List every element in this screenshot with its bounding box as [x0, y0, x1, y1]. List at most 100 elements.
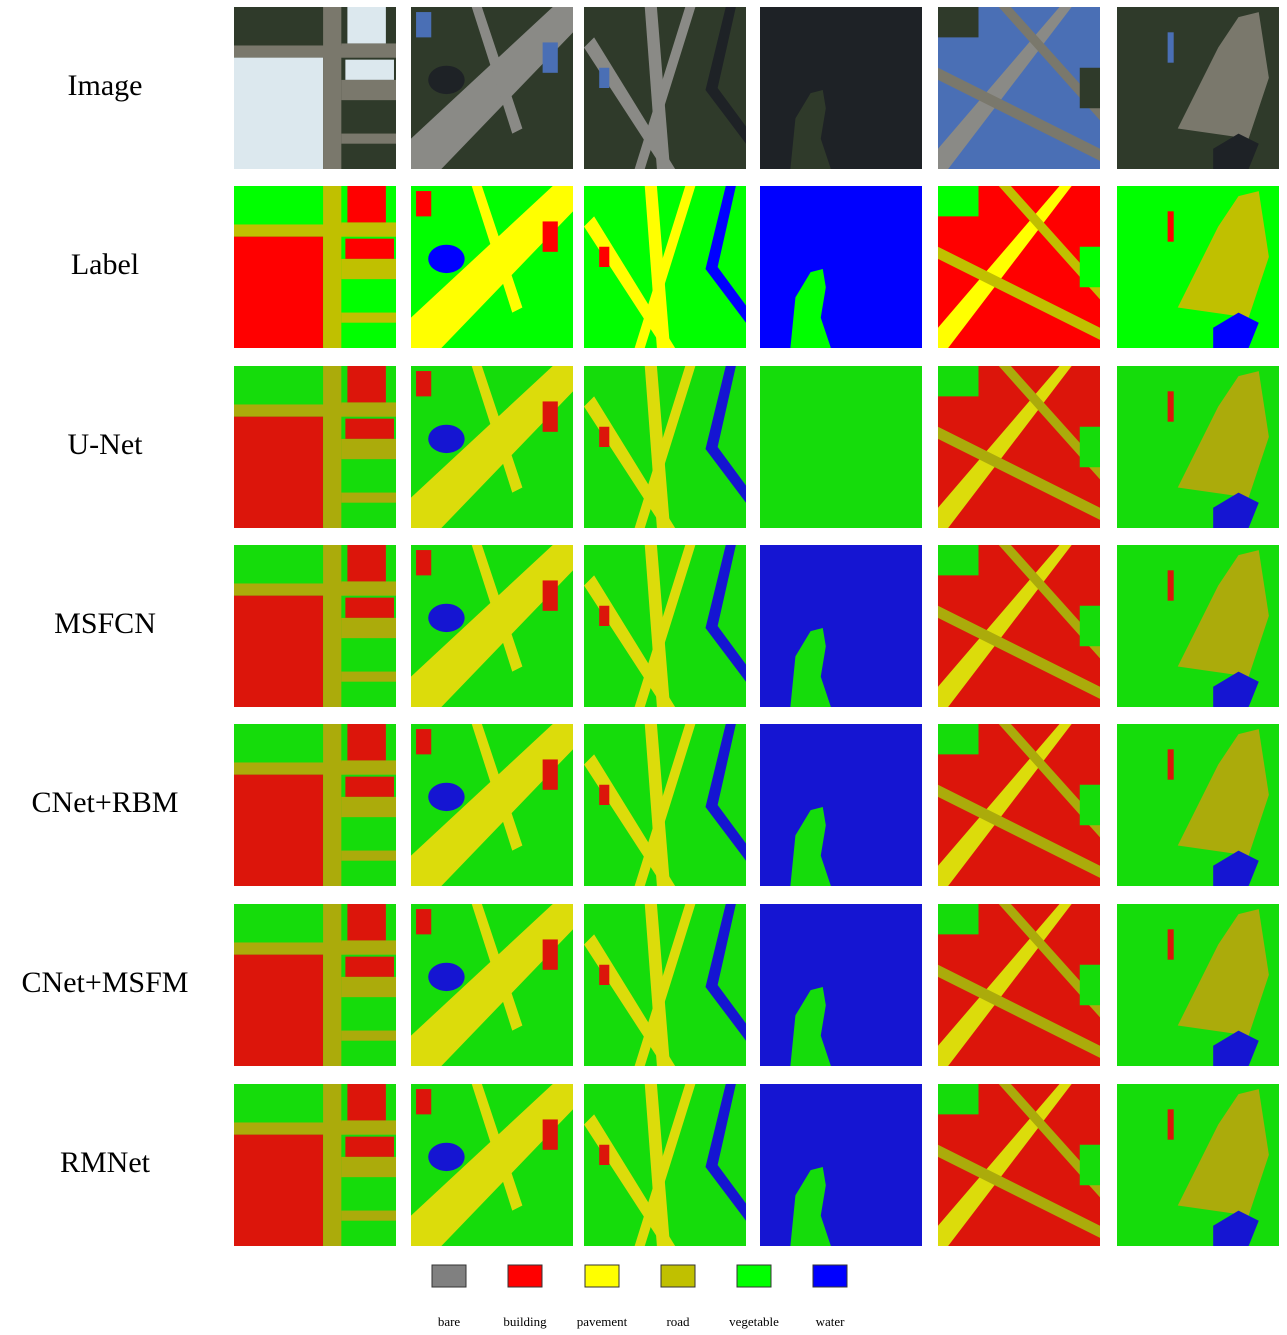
tile	[938, 366, 1100, 528]
tile	[1117, 1084, 1279, 1246]
tile	[760, 366, 922, 528]
region	[323, 7, 341, 169]
tile	[411, 904, 573, 1066]
prediction-tint	[938, 1084, 1100, 1246]
prediction-tint	[584, 1084, 746, 1246]
prediction-tint	[411, 545, 573, 707]
tile	[584, 1084, 746, 1246]
tile	[234, 904, 396, 1066]
region	[1080, 247, 1100, 288]
prediction-tint	[584, 545, 746, 707]
tile	[584, 186, 746, 348]
region	[938, 7, 979, 37]
region	[341, 134, 396, 144]
tile	[938, 904, 1100, 1066]
prediction-tint	[411, 724, 573, 886]
legend-label: vegetable	[729, 1314, 779, 1329]
row-label: RMNet	[60, 1146, 151, 1179]
region	[1168, 211, 1174, 241]
tile	[1117, 7, 1279, 169]
tile	[760, 724, 922, 886]
tile	[938, 186, 1100, 348]
tile	[938, 724, 1100, 886]
region	[599, 68, 609, 88]
region	[234, 58, 323, 169]
legend-swatch	[585, 1265, 619, 1287]
prediction-tint	[234, 724, 396, 886]
tile	[234, 1084, 396, 1246]
region	[345, 60, 394, 80]
row-label: Image	[68, 69, 143, 102]
tile-background	[760, 186, 922, 348]
region	[543, 221, 558, 251]
prediction-tint	[1117, 724, 1279, 886]
legend-label: pavement	[577, 1314, 628, 1329]
prediction-tint	[760, 904, 922, 1066]
region	[347, 7, 385, 43]
region	[1168, 32, 1174, 62]
tile	[760, 904, 922, 1066]
tile	[411, 724, 573, 886]
tile	[234, 545, 396, 707]
region	[416, 191, 431, 216]
region	[347, 186, 385, 222]
prediction-tint	[760, 724, 922, 886]
prediction-tint	[760, 1084, 922, 1246]
row-label: MSFCN	[54, 607, 156, 640]
tile-background	[760, 7, 922, 169]
row-label: CNet+MSFM	[22, 966, 189, 999]
region	[341, 313, 396, 323]
legend-swatch	[508, 1265, 542, 1287]
region	[599, 247, 609, 267]
prediction-tint	[1117, 1084, 1279, 1246]
prediction-tint	[1117, 366, 1279, 528]
prediction-tint	[584, 904, 746, 1066]
prediction-tint	[584, 366, 746, 528]
prediction-tint	[411, 366, 573, 528]
prediction-tint	[1117, 545, 1279, 707]
region	[345, 239, 394, 259]
tile	[938, 545, 1100, 707]
legend-swatch	[813, 1265, 847, 1287]
region	[341, 80, 396, 100]
tile	[584, 724, 746, 886]
tile	[1117, 545, 1279, 707]
prediction-tint	[938, 904, 1100, 1066]
tile	[411, 366, 573, 528]
tile	[938, 1084, 1100, 1246]
prediction-tint	[760, 545, 922, 707]
legend-label: water	[816, 1314, 846, 1329]
tile	[411, 545, 573, 707]
region	[323, 186, 341, 348]
tile	[1117, 186, 1279, 348]
legend-swatch	[432, 1265, 466, 1287]
row-label: CNet+RBM	[32, 786, 179, 819]
prediction-tint	[234, 545, 396, 707]
tile	[760, 7, 922, 169]
tile	[234, 186, 396, 348]
region	[428, 245, 464, 273]
region	[234, 237, 323, 348]
tile	[938, 7, 1100, 169]
tile	[1117, 366, 1279, 528]
prediction-tint	[234, 366, 396, 528]
prediction-tint	[1117, 904, 1279, 1066]
prediction-tint	[760, 366, 922, 528]
tile	[411, 1084, 573, 1246]
prediction-tint	[938, 724, 1100, 886]
tile	[760, 545, 922, 707]
tile	[1117, 724, 1279, 886]
figure: ImageLabelU-NetMSFCNCNet+RBMCNet+MSFMRMN…	[0, 0, 1287, 1335]
region	[938, 186, 979, 216]
tile	[760, 1084, 922, 1246]
legend-swatch	[737, 1265, 771, 1287]
region	[1080, 68, 1100, 109]
tile	[584, 366, 746, 528]
prediction-tint	[234, 904, 396, 1066]
tile	[411, 186, 573, 348]
tile	[760, 186, 922, 348]
prediction-tint	[411, 1084, 573, 1246]
prediction-tint	[584, 724, 746, 886]
tile	[234, 366, 396, 528]
tile	[411, 7, 573, 169]
